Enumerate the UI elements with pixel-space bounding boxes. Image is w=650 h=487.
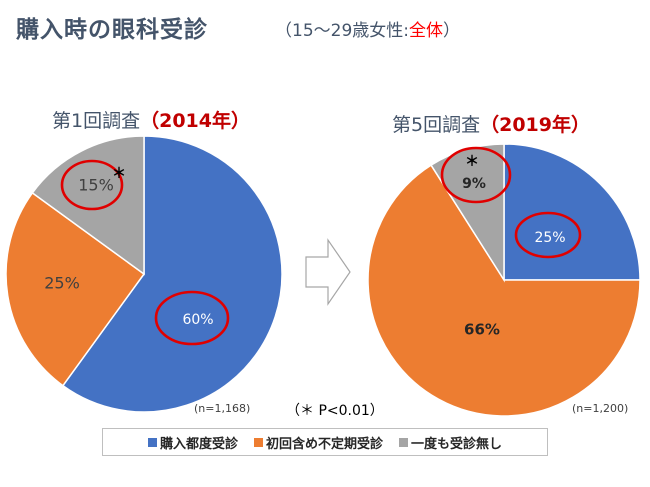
pie1-slice-1 xyxy=(61,135,283,413)
pie1-slice-2 xyxy=(5,191,146,387)
survey1-title: 第1回調査（2014年） xyxy=(52,106,250,133)
survey2-sample-size: (n=1,200) xyxy=(572,402,629,415)
subtitle-suffix: ） xyxy=(443,21,460,41)
survey2-title: 第5回調査（2019年） xyxy=(392,110,590,137)
survey1-title-text: 第1回調査 xyxy=(52,110,141,132)
pie1-label-2: 25% xyxy=(44,274,80,293)
pie2-label-1: 25% xyxy=(534,230,565,246)
subtitle-highlight: 全体 xyxy=(409,21,443,41)
legend-swatch xyxy=(253,437,263,447)
significance-note: （＊ P<0.01） xyxy=(286,403,384,419)
pie1-label-1: 60% xyxy=(182,312,213,328)
legend-label: 初回含め不定期受診 xyxy=(265,436,383,452)
pie2-slice-1 xyxy=(503,143,641,281)
legend-label: 一度も受診無し xyxy=(411,436,503,452)
survey1-year: （2014年） xyxy=(140,110,250,132)
pie2-slice-2 xyxy=(367,164,641,417)
page-subtitle: （15～29歳女性:全体） xyxy=(275,16,460,41)
legend: 購入都度受診 初回含め不定期受診 一度も受診無し xyxy=(102,428,548,456)
legend-item-never: 一度も受診無し xyxy=(399,433,502,452)
subtitle-prefix: （15～29歳女性: xyxy=(275,21,409,41)
pie2-significance-mark: ＊ xyxy=(465,154,479,170)
pie1-highlight-ring-3 xyxy=(60,159,124,211)
legend-swatch xyxy=(147,437,157,447)
pie1-label-3: 15% xyxy=(78,176,114,195)
legend-label: 購入都度受診 xyxy=(159,436,238,452)
survey2-year: （2019年） xyxy=(480,114,590,136)
pie2-highlight-ring-1 xyxy=(514,211,582,259)
page-title: 購入時の眼科受診 xyxy=(16,17,208,43)
legend-item-every-purchase: 購入都度受診 xyxy=(147,433,238,452)
survey2-title-text: 第5回調査 xyxy=(392,114,481,136)
pie2-label-2: 66% xyxy=(464,321,500,339)
pie1-significance-mark: ＊ xyxy=(112,166,126,182)
legend-swatch xyxy=(399,437,408,447)
pie2-label-3: 9% xyxy=(462,176,486,192)
pie1-highlight-ring-1 xyxy=(154,290,230,346)
pie2-highlight-ring-3 xyxy=(440,146,512,204)
arrow-icon xyxy=(305,238,351,306)
survey1-sample-size: (n=1,168) xyxy=(194,402,251,415)
legend-item-irregular: 初回含め不定期受診 xyxy=(253,433,383,452)
